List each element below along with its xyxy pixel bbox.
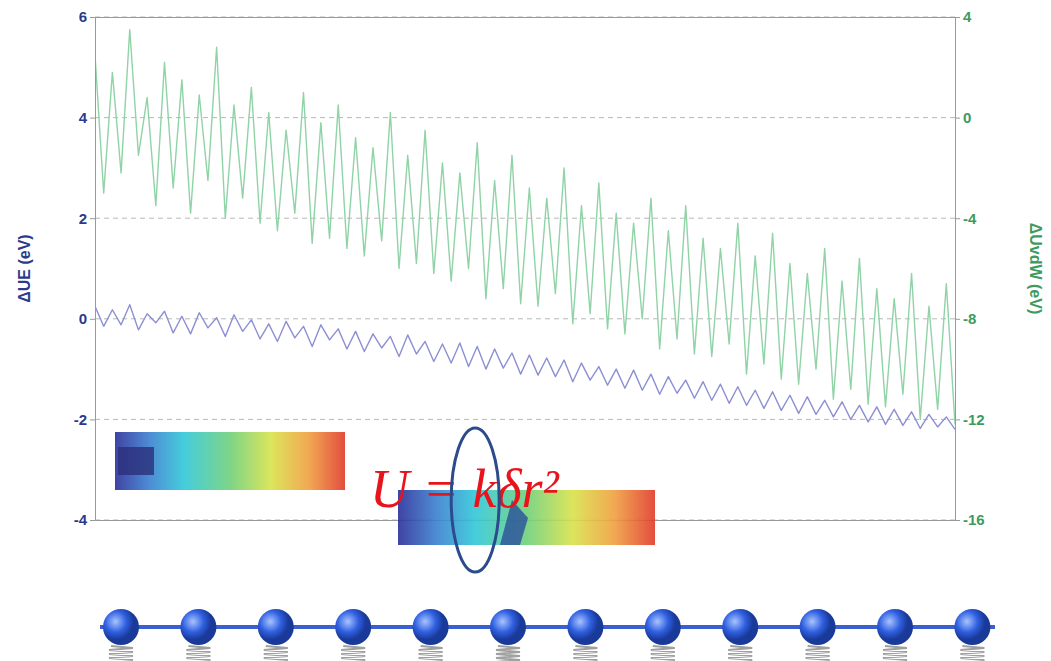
- highlight-ellipse: [451, 428, 499, 572]
- y-axis: -4 -2 0 2 4 6: [74, 8, 96, 528]
- ball: [490, 609, 526, 645]
- tick-label: -4: [963, 210, 977, 227]
- ball: [258, 609, 294, 645]
- chart: -4 -2 0 2 4 6 -16 -12 -8 -4 0 4 ΔUE (eV) ΔUvdW (eV) U …: [0, 0, 1051, 661]
- tick-mark: [955, 319, 960, 320]
- tick: 6: [79, 8, 95, 25]
- tick-label: 0: [963, 109, 971, 126]
- spring: [109, 646, 133, 661]
- grid: [95, 17, 955, 520]
- spring: [419, 646, 443, 661]
- inset-strip: [115, 432, 345, 490]
- ball: [413, 609, 449, 645]
- spring: [806, 646, 830, 661]
- tick: -2: [74, 411, 95, 428]
- spring: [264, 646, 288, 661]
- tick-mark: [90, 218, 95, 219]
- tick: 0: [955, 109, 971, 126]
- ball: [645, 609, 681, 645]
- tick-label: 4: [79, 109, 88, 126]
- spring: [883, 646, 907, 661]
- tick: -8: [955, 310, 976, 327]
- tick-mark: [90, 118, 95, 119]
- inset-block: [118, 447, 154, 475]
- tick-label: 4: [963, 8, 972, 25]
- tick-mark: [955, 218, 960, 219]
- y2-axis: -16 -12 -8 -4 0 4: [955, 8, 985, 528]
- tick: 4: [79, 109, 95, 126]
- axis-line: [96, 17, 956, 18]
- ball: [180, 609, 216, 645]
- axis-line: [956, 18, 961, 521]
- ball: [103, 609, 139, 645]
- inset-images: [115, 432, 655, 545]
- spring: [651, 646, 675, 661]
- tick-label: -4: [74, 511, 88, 528]
- ball: [800, 609, 836, 645]
- tick: 0: [79, 310, 95, 327]
- ball: [877, 609, 913, 645]
- grid-line: [95, 419, 955, 420]
- tick-mark: [90, 520, 95, 521]
- tick-label: -16: [963, 511, 985, 528]
- ball: [722, 609, 758, 645]
- tick-label: -8: [963, 310, 976, 327]
- chain-background: [90, 590, 1010, 661]
- spring: [186, 646, 210, 661]
- chain-bond: [100, 625, 995, 629]
- spring: [728, 646, 752, 661]
- tick-label: 6: [79, 8, 87, 25]
- tick: 4: [955, 8, 972, 25]
- spring: [573, 646, 597, 661]
- tick-mark: [90, 319, 95, 320]
- y-axis-title: ΔUE (eV): [16, 234, 33, 302]
- tick: -4: [74, 511, 95, 528]
- tick-label: -12: [963, 411, 985, 428]
- grid-line: [95, 318, 955, 319]
- axis-line: [90, 18, 96, 521]
- tick-mark: [955, 118, 960, 119]
- tick-mark: [90, 17, 95, 18]
- spring: [341, 646, 365, 661]
- tick-label: 0: [79, 310, 87, 327]
- tick-mark: [90, 419, 95, 420]
- tick-mark: [955, 520, 960, 521]
- tick-mark: [955, 17, 960, 18]
- ball: [567, 609, 603, 645]
- tick-label: 2: [79, 210, 87, 227]
- x-axis-top: [96, 17, 956, 18]
- spring-chain: [90, 590, 1010, 661]
- tick: -16: [955, 511, 985, 528]
- tick: -12: [955, 411, 985, 428]
- tick-label: -2: [74, 411, 87, 428]
- spring: [960, 646, 984, 661]
- grid-line: [95, 17, 955, 18]
- tick-mark: [955, 419, 960, 420]
- spring: [496, 646, 520, 661]
- y2-axis-title: ΔUvdW (eV): [1027, 223, 1044, 315]
- tick: -4: [955, 210, 977, 227]
- ball: [335, 609, 371, 645]
- series-line: [95, 305, 955, 430]
- tick: 2: [79, 210, 95, 227]
- plot-area: [95, 30, 955, 430]
- ball: [954, 609, 990, 645]
- annotation: U = kδr²: [370, 459, 560, 519]
- grid-line: [95, 218, 955, 219]
- grid-line: [95, 117, 955, 118]
